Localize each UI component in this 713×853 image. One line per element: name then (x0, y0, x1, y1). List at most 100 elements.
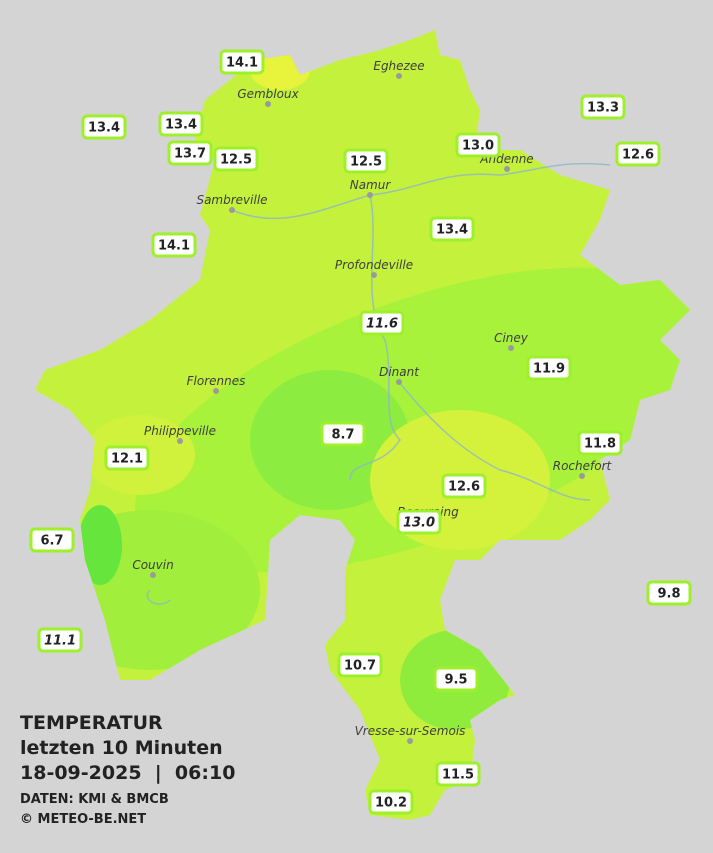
station-temperature: 13.3 (587, 101, 619, 116)
city-name: Profondeville (335, 258, 413, 272)
station-box (219, 49, 265, 75)
city-name: Couvin (132, 558, 173, 572)
station-box (343, 148, 389, 174)
station-box (158, 111, 204, 137)
station-temperature: 11.5 (442, 768, 474, 783)
rivers (146, 162, 611, 605)
station-temperature: 13.0 (462, 139, 494, 154)
city-name: Dinant (379, 365, 420, 379)
station: 11.9 (526, 355, 572, 381)
legend-datetime: 18-09-2025 | 06:10 (20, 762, 235, 784)
station-box (104, 445, 150, 471)
station-temperature: 9.8 (657, 587, 680, 602)
station-temperature: 8.7 (331, 428, 354, 443)
station: 9.5 (433, 666, 479, 692)
city-dot (150, 572, 156, 578)
city-dot (396, 379, 402, 385)
city-dot (177, 438, 183, 444)
station-box (455, 132, 501, 158)
legend-copyright: © METEO-BE.NET (20, 812, 146, 827)
city-dot (371, 272, 377, 278)
station-box (368, 789, 414, 815)
station-temperature: 13.4 (88, 121, 120, 136)
station: 6.7 (29, 527, 75, 553)
station: 12.6 (615, 141, 661, 167)
station: 10.7 (337, 652, 383, 678)
city-dot (579, 473, 585, 479)
station-box (320, 421, 366, 447)
city-dot (265, 101, 271, 107)
station: 13.7 (167, 140, 213, 166)
city-name: Eghezee (373, 59, 424, 73)
station-box (429, 216, 475, 242)
station-temperature: 13.7 (174, 147, 206, 162)
station: 12.5 (343, 148, 389, 174)
station: 14.1 (219, 49, 265, 75)
station: 13.4 (429, 216, 475, 242)
city-dot (213, 388, 219, 394)
station-box (577, 430, 623, 456)
station-temperature: 12.1 (111, 452, 143, 467)
station-temperature: 10.2 (375, 796, 407, 811)
city-dot (407, 738, 413, 744)
station-box (433, 666, 479, 692)
station: 14.1 (151, 232, 197, 258)
station-box (580, 94, 626, 120)
legend-source: DATEN: KMI & BMCB (20, 792, 169, 807)
station-box (435, 761, 481, 787)
station: 11.6 (359, 310, 405, 336)
station-temperature: 11.9 (533, 362, 565, 377)
city-name: Florennes (187, 374, 246, 388)
city-name: Vresse-sur-Semois (355, 724, 466, 738)
station: 10.2 (368, 789, 414, 815)
city-name: Ciney (494, 331, 529, 345)
city-name: Rochefort (553, 459, 613, 473)
city-name: Gembloux (237, 87, 299, 101)
station: 13.4 (81, 114, 127, 140)
city-dot (396, 73, 402, 79)
station-box (646, 580, 692, 606)
station: 13.0 (455, 132, 501, 158)
station: 11.1 (37, 627, 83, 653)
station-temperature: 12.6 (448, 480, 480, 495)
station: 12.5 (213, 146, 259, 172)
station: 11.8 (577, 430, 623, 456)
station: 12.1 (104, 445, 150, 471)
city-name: Sambreville (196, 193, 267, 207)
station-box (337, 652, 383, 678)
station-temperature: 14.1 (158, 239, 190, 254)
station-box (396, 509, 442, 535)
city-name: Philippeville (144, 424, 216, 438)
station-box (526, 355, 572, 381)
station-temperature: 11.1 (44, 634, 76, 649)
station-temperature: 12.6 (622, 148, 654, 163)
station-temperature: 10.7 (344, 659, 376, 674)
station: 9.8 (646, 580, 692, 606)
station: 13.4 (158, 111, 204, 137)
station-box (29, 527, 75, 553)
city-dot (367, 192, 373, 198)
station-box (37, 627, 83, 653)
station-temperature: 12.5 (350, 155, 382, 170)
station-temperature: 11.6 (366, 317, 398, 332)
city-dot (508, 345, 514, 351)
station-box (213, 146, 259, 172)
station: 8.7 (320, 421, 366, 447)
station: 12.6 (441, 473, 487, 499)
station-box (615, 141, 661, 167)
station-temperature: 6.7 (40, 534, 63, 549)
station-box (167, 140, 213, 166)
station-temperature: 13.4 (436, 223, 468, 238)
station: 13.0 (396, 509, 442, 535)
station-box (359, 310, 405, 336)
city-dot (504, 166, 510, 172)
station-temperature: 12.5 (220, 153, 252, 168)
legend-title: TEMPERATUR (20, 712, 163, 734)
station: 11.5 (435, 761, 481, 787)
station-temperature: 11.8 (584, 437, 616, 452)
station-box (81, 114, 127, 140)
legend-subtitle: letzten 10 Minuten (20, 737, 223, 759)
station-box (441, 473, 487, 499)
station-temperature: 9.5 (444, 673, 467, 688)
